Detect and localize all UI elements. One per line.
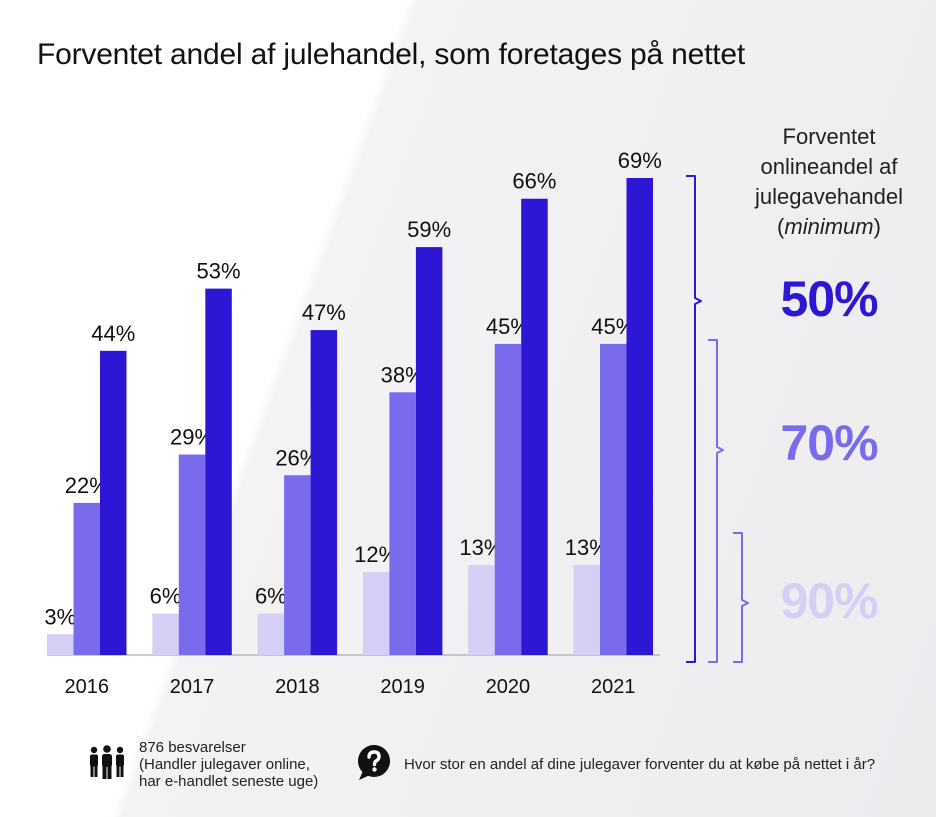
x-tick-label: 2019 bbox=[380, 676, 425, 698]
legend-title-line: Forventet bbox=[782, 124, 876, 149]
data-label: 6% bbox=[255, 584, 287, 609]
legend-title-note: (minimum) bbox=[777, 214, 881, 239]
bar-2016-series-1 bbox=[47, 634, 74, 655]
bar-2018-series-2 bbox=[284, 475, 311, 655]
legend-level-90: 90% bbox=[780, 573, 878, 629]
bar-2017-series-2 bbox=[178, 454, 206, 655]
data-label: 53% bbox=[197, 259, 241, 284]
legend-level-70: 70% bbox=[780, 415, 878, 471]
survey-question: Hvor stor en andel af dine julegaver for… bbox=[404, 756, 876, 773]
x-tick-label: 2020 bbox=[486, 676, 531, 698]
x-tick-label: 2018 bbox=[275, 676, 320, 698]
data-label: 66% bbox=[512, 169, 556, 194]
bar-2016-series-2 bbox=[73, 502, 100, 655]
bar-2017-series-3 bbox=[205, 288, 232, 655]
data-label: 3% bbox=[44, 604, 76, 629]
legend-level-50: 50% bbox=[780, 271, 878, 327]
respondents-line: (Handler julegaver online, bbox=[139, 756, 310, 773]
respondents-line: 876 besvarelser bbox=[139, 739, 246, 756]
bar-2016-series-3 bbox=[100, 350, 127, 655]
bar-2018-series-1 bbox=[257, 613, 285, 655]
bar-2020-series-2 bbox=[494, 343, 522, 655]
x-tick-label: 2021 bbox=[591, 676, 636, 698]
respondents-line: har e-handlet seneste uge) bbox=[139, 773, 319, 790]
bar-2019-series-1 bbox=[362, 572, 390, 655]
legend-brace bbox=[733, 532, 749, 663]
legend-brace bbox=[708, 339, 724, 663]
bar-2017-series-1 bbox=[152, 613, 179, 655]
data-label: 44% bbox=[91, 321, 135, 346]
bar-2019-series-2 bbox=[389, 392, 416, 655]
bar-2021-series-2 bbox=[600, 343, 627, 655]
chart-title: Forventet andel af julehandel, som foret… bbox=[37, 38, 745, 71]
bar-2019-series-3 bbox=[415, 247, 443, 655]
legend-note-text: minimum bbox=[784, 214, 874, 239]
legend-brace bbox=[686, 175, 702, 663]
legend-title-line: julegavehandel bbox=[754, 184, 904, 209]
legend-title: Forventet onlineandel af julegavehandel … bbox=[706, 122, 936, 242]
respondents-note: 876 besvarelser (Handler julegaver onlin… bbox=[139, 739, 318, 790]
x-tick-label: 2017 bbox=[170, 676, 215, 698]
x-tick-label: 2016 bbox=[65, 676, 110, 698]
data-label: 59% bbox=[407, 217, 451, 242]
bar-2020-series-3 bbox=[521, 198, 548, 655]
bar-2021-series-3 bbox=[626, 178, 653, 655]
data-label: 6% bbox=[150, 584, 182, 609]
data-label: 47% bbox=[302, 300, 346, 325]
question-bubble-icon bbox=[358, 745, 390, 780]
legend-title-line: onlineandel af bbox=[760, 154, 898, 179]
bar-2020-series-1 bbox=[468, 565, 495, 655]
people-icon bbox=[90, 745, 124, 779]
bar-2018-series-3 bbox=[310, 330, 338, 655]
bar-2021-series-1 bbox=[573, 565, 600, 655]
data-label: 69% bbox=[618, 148, 662, 173]
